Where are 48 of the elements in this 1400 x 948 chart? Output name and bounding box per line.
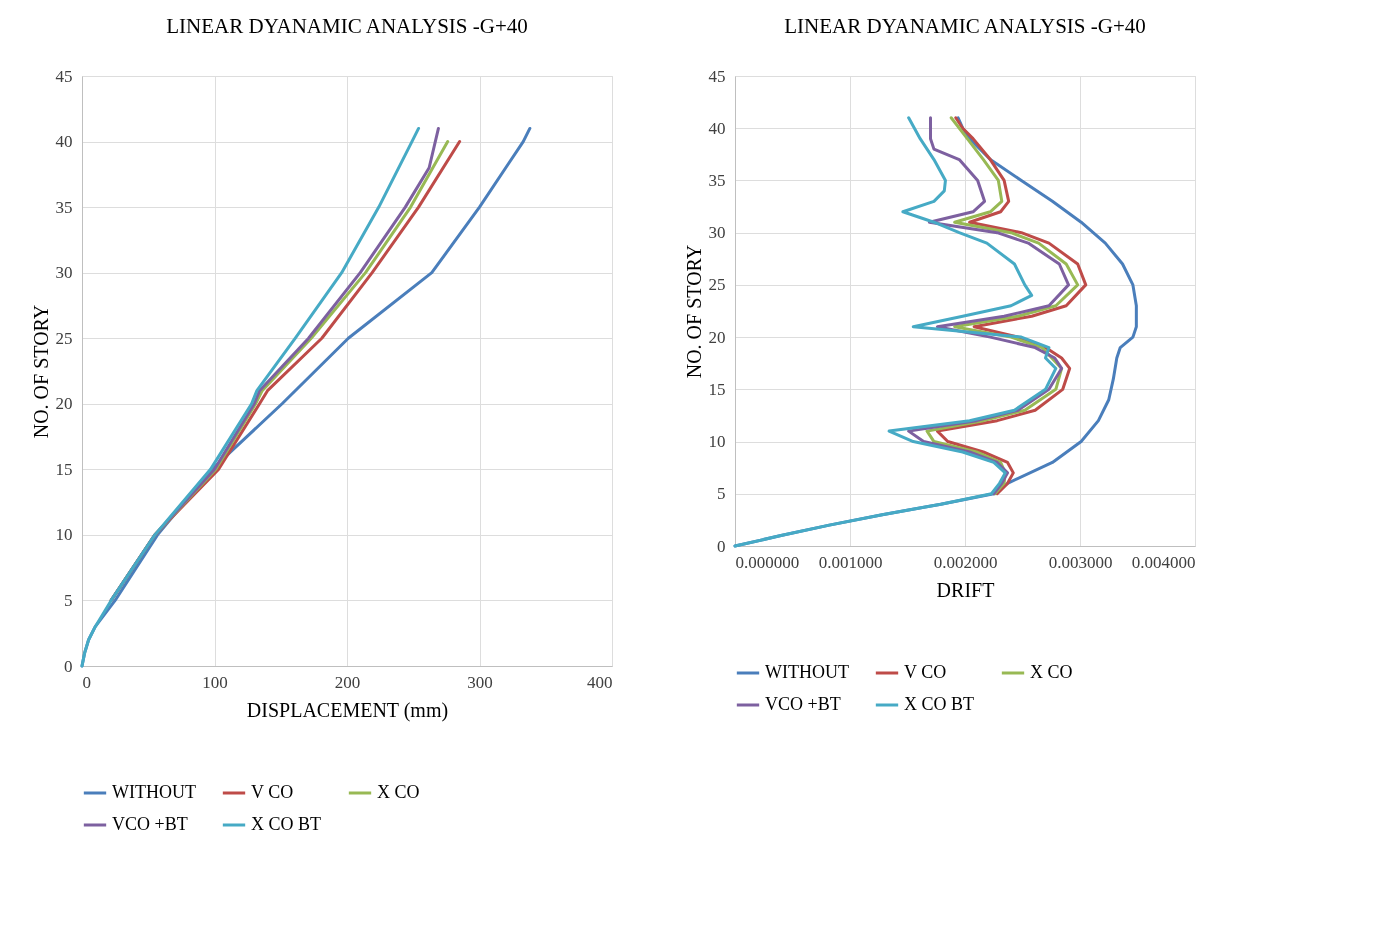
y-tick-label: 40 <box>55 132 73 152</box>
legend-label: X CO BT <box>904 694 975 714</box>
legend-label: X CO <box>1030 662 1073 682</box>
y-tick-label: 45 <box>708 66 726 86</box>
legend-label: VCO +BT <box>112 814 188 834</box>
legend-label: WITHOUT <box>112 782 196 802</box>
legend-label: V CO <box>251 782 294 802</box>
legend-label: X CO <box>377 782 420 802</box>
y-axis-title: NO. OF STORY <box>682 244 705 379</box>
y-tick-label: 10 <box>708 432 726 452</box>
y-tick-label: 0 <box>64 656 73 676</box>
x-axis-title: DISPLACEMENT (mm) <box>246 698 449 722</box>
x-tick-label: 0.002000 <box>933 552 998 572</box>
y-tick-label: 5 <box>64 590 73 610</box>
y-tick-label: 5 <box>717 484 726 504</box>
line-series <box>80 126 421 668</box>
y-tick-label: 20 <box>708 327 726 347</box>
y-tick-label: 35 <box>708 170 726 190</box>
x-tick-label: 0 <box>82 672 91 692</box>
x-tick-label: 0.003000 <box>1048 552 1113 572</box>
y-tick-label: 15 <box>55 459 73 479</box>
x-tick-label: 0.000000 <box>735 552 800 572</box>
y-tick-label: 10 <box>55 525 73 545</box>
legend-label: V CO <box>904 662 947 682</box>
y-tick-label: 35 <box>55 197 73 217</box>
y-tick-label: 25 <box>708 275 726 295</box>
y-tick-label: 20 <box>55 394 73 414</box>
chart-title: LINEAR DYANAMIC ANALYSIS -G+40 <box>166 14 528 38</box>
x-tick-label: 0.001000 <box>818 552 883 572</box>
legend-label: X CO BT <box>251 814 322 834</box>
x-tick-label: 300 <box>467 672 493 692</box>
x-tick-label: 0.004000 <box>1131 552 1196 572</box>
legend-label: VCO +BT <box>765 694 841 714</box>
x-tick-label: 400 <box>587 672 613 692</box>
line-series <box>733 116 1058 548</box>
y-tick-label: 30 <box>55 263 73 283</box>
legend-label: WITHOUT <box>765 662 849 682</box>
chart-title: LINEAR DYANAMIC ANALYSIS -G+40 <box>784 14 1146 38</box>
x-tick-label: 100 <box>202 672 228 692</box>
y-tick-label: 45 <box>55 66 73 86</box>
x-tick-label: 200 <box>334 672 361 692</box>
y-tick-label: 0 <box>717 536 726 556</box>
y-tick-label: 25 <box>55 328 73 348</box>
y-tick-label: 30 <box>708 223 726 243</box>
y-tick-label: 15 <box>708 379 726 399</box>
y-axis-title: NO. OF STORY <box>29 304 52 439</box>
x-axis-title: DRIFT <box>936 578 995 601</box>
y-tick-label: 40 <box>708 118 726 138</box>
